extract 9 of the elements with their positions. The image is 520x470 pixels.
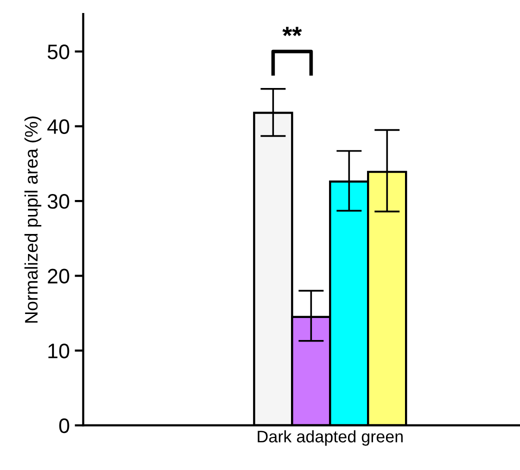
y-axis-title: Normalized pupil area (%) — [24, 116, 42, 323]
y-tick-label: 30 — [48, 194, 70, 209]
annotation: ** — [282, 26, 302, 36]
y-tick-label: 50 — [48, 44, 70, 60]
y-tick-label: 0 — [59, 418, 70, 434]
y-tick-label: 10 — [48, 344, 70, 358]
y-tick-label: 20 — [48, 268, 70, 284]
y-tick-label: 40 — [47, 119, 70, 134]
x-tick-label: Dark adapted green — [258, 430, 403, 446]
